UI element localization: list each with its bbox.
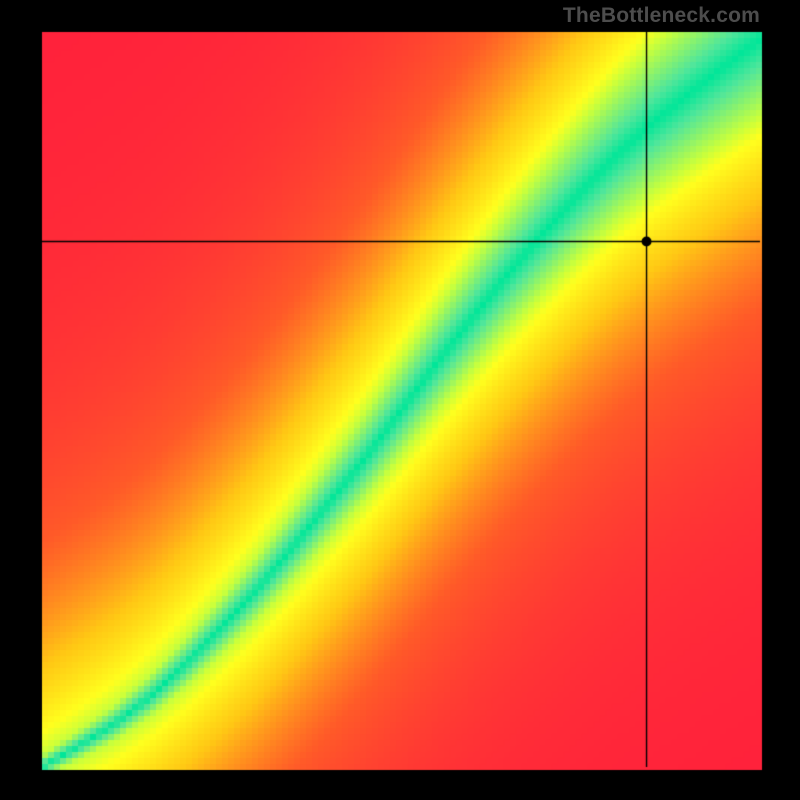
chart-container: TheBottleneck.com <box>0 0 800 800</box>
watermark-text: TheBottleneck.com <box>563 4 760 28</box>
bottleneck-heatmap <box>0 0 800 800</box>
